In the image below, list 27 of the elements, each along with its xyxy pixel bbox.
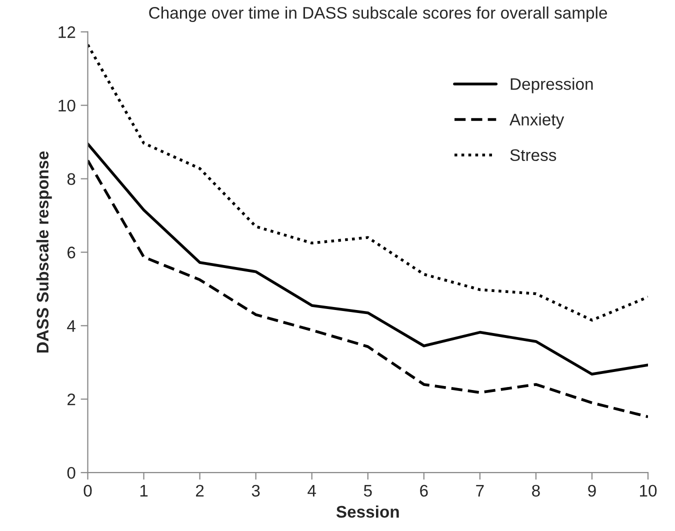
x-tick-label: 4 xyxy=(308,485,316,496)
line-series xyxy=(88,142,648,376)
line-series xyxy=(88,43,648,322)
x-axis-title: Session xyxy=(336,505,399,518)
y-tick-label: 2 xyxy=(68,394,76,406)
x-tick-label: 3 xyxy=(252,484,260,497)
x-tick-label: 7 xyxy=(476,485,484,496)
y-tick-label: 4 xyxy=(67,320,76,332)
chart-title: Change over time in DASS subscale scores for overall sample xyxy=(149,6,608,22)
x-tick-label: 2 xyxy=(196,484,204,496)
x-tick-label: 8 xyxy=(532,484,540,497)
x-tick-label: 10 xyxy=(640,484,657,497)
legend-label: Anxiety xyxy=(510,113,564,129)
y-tick-label: 12 xyxy=(58,26,76,38)
x-tick-label: 9 xyxy=(588,484,596,497)
y-tick-label: 10 xyxy=(58,100,76,112)
legend-label: Stress xyxy=(510,149,556,162)
y-axis-title: DASS Subscale response xyxy=(36,151,52,353)
x-tick-label: 5 xyxy=(364,485,372,497)
line-series xyxy=(88,159,648,418)
x-tick-label: 0 xyxy=(84,484,92,497)
y-tick-label: 0 xyxy=(67,466,76,479)
legend-label: Depression xyxy=(510,78,593,94)
y-tick-label: 8 xyxy=(67,173,76,185)
y-tick-label: 6 xyxy=(68,246,76,258)
x-tick-label: 1 xyxy=(140,485,148,496)
x-tick-label: 6 xyxy=(420,484,428,497)
